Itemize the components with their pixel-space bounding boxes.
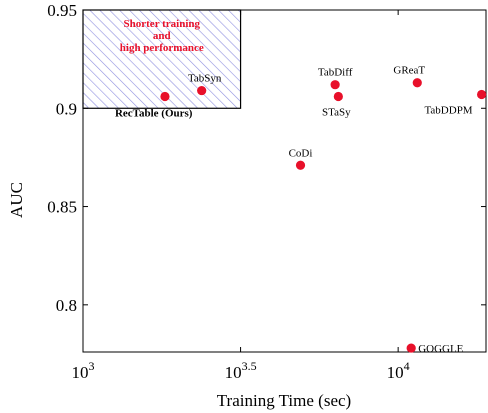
data-points (160, 78, 487, 353)
data-point (295, 160, 306, 170)
data-point (406, 343, 416, 353)
data-point (412, 78, 422, 88)
highlight-label-line: high performance (120, 42, 204, 54)
data-point (330, 80, 340, 90)
point-label: STaSy (322, 106, 351, 118)
y-tick-label: 0.85 (47, 198, 77, 217)
ticks: 0.8 0.85 0.9 0.95 103 103.5 104 (47, 1, 486, 382)
y-axis-label: AUC (7, 182, 26, 218)
point-label: GReaT (393, 65, 425, 77)
highlight-label-line: Shorter training (124, 18, 201, 30)
x-tick-label: 103.5 (225, 359, 257, 382)
axes (82, 9, 487, 353)
highlight-label-line: and (153, 30, 171, 42)
y-tick-label: 0.8 (56, 296, 77, 315)
data-point (333, 91, 343, 102)
point-label: RecTable (Ours) (115, 107, 193, 119)
point-label: TabDDPM (424, 105, 472, 117)
x-tick-label: 104 (387, 359, 410, 382)
y-tick-label: 0.95 (47, 1, 77, 20)
x-tick-label: 103 (72, 359, 95, 382)
point-labels: RecTable (Ours) TabSyn TabDiff STaSy CoDi GRe… (115, 65, 473, 355)
x-axis-label: Training Time (sec) (217, 391, 351, 410)
highlight-box (82, 9, 242, 109)
plot-frame (82, 9, 487, 353)
data-point (197, 85, 207, 96)
point-label: GOGGLE (418, 343, 463, 355)
point-label: TabSyn (188, 73, 222, 85)
data-point (160, 91, 170, 102)
point-label: TabDiff (318, 67, 353, 79)
y-tick-label: 0.9 (56, 99, 77, 118)
data-point (477, 89, 487, 100)
point-label: CoDi (289, 147, 313, 159)
